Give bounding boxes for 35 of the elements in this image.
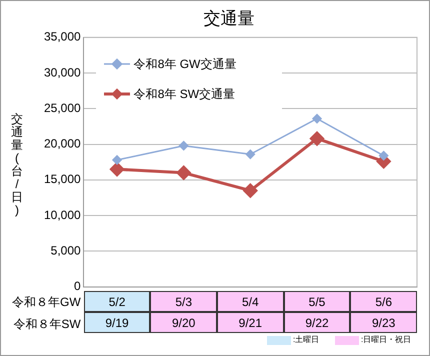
x-tick-label: 5/6: [350, 290, 417, 312]
legend-label: 令和8年 SW交通量: [134, 86, 236, 103]
point: [312, 114, 322, 124]
text: 令和８年SW: [12, 316, 81, 333]
point: [310, 132, 324, 146]
y-tick-label: 30,000: [44, 65, 82, 80]
y-tick-label: 20,000: [44, 136, 82, 151]
point: [246, 150, 256, 160]
text: 令和８年GW: [11, 294, 81, 311]
y-tick-label: 5,000: [50, 243, 82, 258]
point: [112, 155, 122, 165]
chart-title: 交通量: [204, 8, 254, 28]
text: 9/23: [350, 312, 417, 333]
x-tick-label: 5/3: [150, 290, 218, 312]
y-tick-label: 15,000: [44, 172, 82, 186]
point: [178, 140, 188, 150]
y-tick-label: 25,000: [44, 100, 82, 115]
point: [243, 184, 258, 198]
y-tick-label: 10,000: [44, 208, 82, 222]
legend-label: 令和8年 GW交通量: [134, 56, 236, 73]
point: [176, 166, 191, 180]
x-tick-label: 5/2: [84, 290, 150, 312]
x-tick-label: 5/5: [284, 290, 350, 312]
y-tick-label: 0: [74, 279, 82, 294]
point: [110, 162, 124, 176]
text: 9/22: [284, 312, 350, 333]
text: 9/19: [84, 312, 150, 333]
y-tick-label: 35,000: [44, 30, 82, 44]
text: 9/21: [217, 312, 284, 333]
x-tick-label: 5/4: [217, 290, 284, 312]
text: 9/20: [150, 312, 218, 333]
text: :日曜日・祝日: [361, 334, 412, 345]
y-axis-title: 交通量(台/日): [10, 112, 24, 217]
point: [378, 150, 388, 160]
text: :土曜日: [293, 334, 320, 345]
